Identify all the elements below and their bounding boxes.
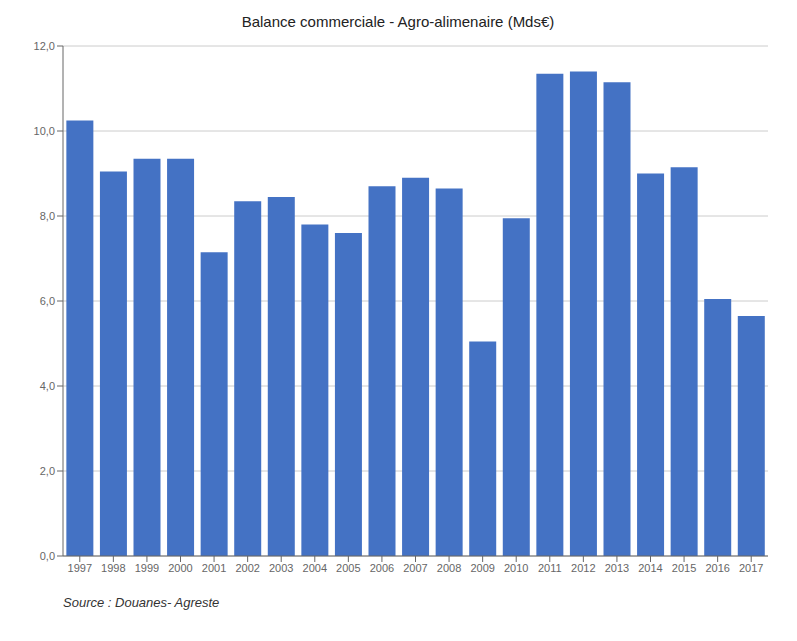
- svg-text:2014: 2014: [638, 562, 662, 574]
- svg-text:0,0: 0,0: [40, 550, 55, 562]
- svg-text:2012: 2012: [571, 562, 595, 574]
- svg-text:2000: 2000: [168, 562, 192, 574]
- html-text:Source : Douanes- Agreste: Source : Douanes- Agreste: [63, 595, 220, 610]
- svg-text:1998: 1998: [101, 562, 125, 574]
- svg-text:12,0: 12,0: [34, 40, 55, 52]
- svg-text:4,0: 4,0: [40, 380, 55, 392]
- svg-text:1997: 1997: [68, 562, 92, 574]
- svg-text:2005: 2005: [336, 562, 360, 574]
- svg-text:6,0: 6,0: [40, 295, 55, 307]
- svg-text:2004: 2004: [303, 562, 327, 574]
- svg-text:2006: 2006: [370, 562, 394, 574]
- svg-text:2009: 2009: [470, 562, 494, 574]
- html-text:Balance commerciale - Agro-ali: Balance commerciale - Agro-alimenaire (M…: [241, 13, 555, 30]
- svg-text:2015: 2015: [672, 562, 696, 574]
- svg-text:2010: 2010: [504, 562, 528, 574]
- svg-text:2002: 2002: [235, 562, 259, 574]
- svg-text:1999: 1999: [135, 562, 159, 574]
- svg-text:2003: 2003: [269, 562, 293, 574]
- svg-text:2013: 2013: [605, 562, 629, 574]
- svg-text:2017: 2017: [739, 562, 763, 574]
- svg-text:8,0: 8,0: [40, 210, 55, 222]
- svg-text:2,0: 2,0: [40, 465, 55, 477]
- svg-text:10,0: 10,0: [34, 125, 55, 137]
- svg-text:2016: 2016: [705, 562, 729, 574]
- svg-text:2008: 2008: [437, 562, 461, 574]
- svg-text:2007: 2007: [403, 562, 427, 574]
- svg-text:2011: 2011: [538, 562, 562, 574]
- svg-text:2001: 2001: [202, 562, 226, 574]
